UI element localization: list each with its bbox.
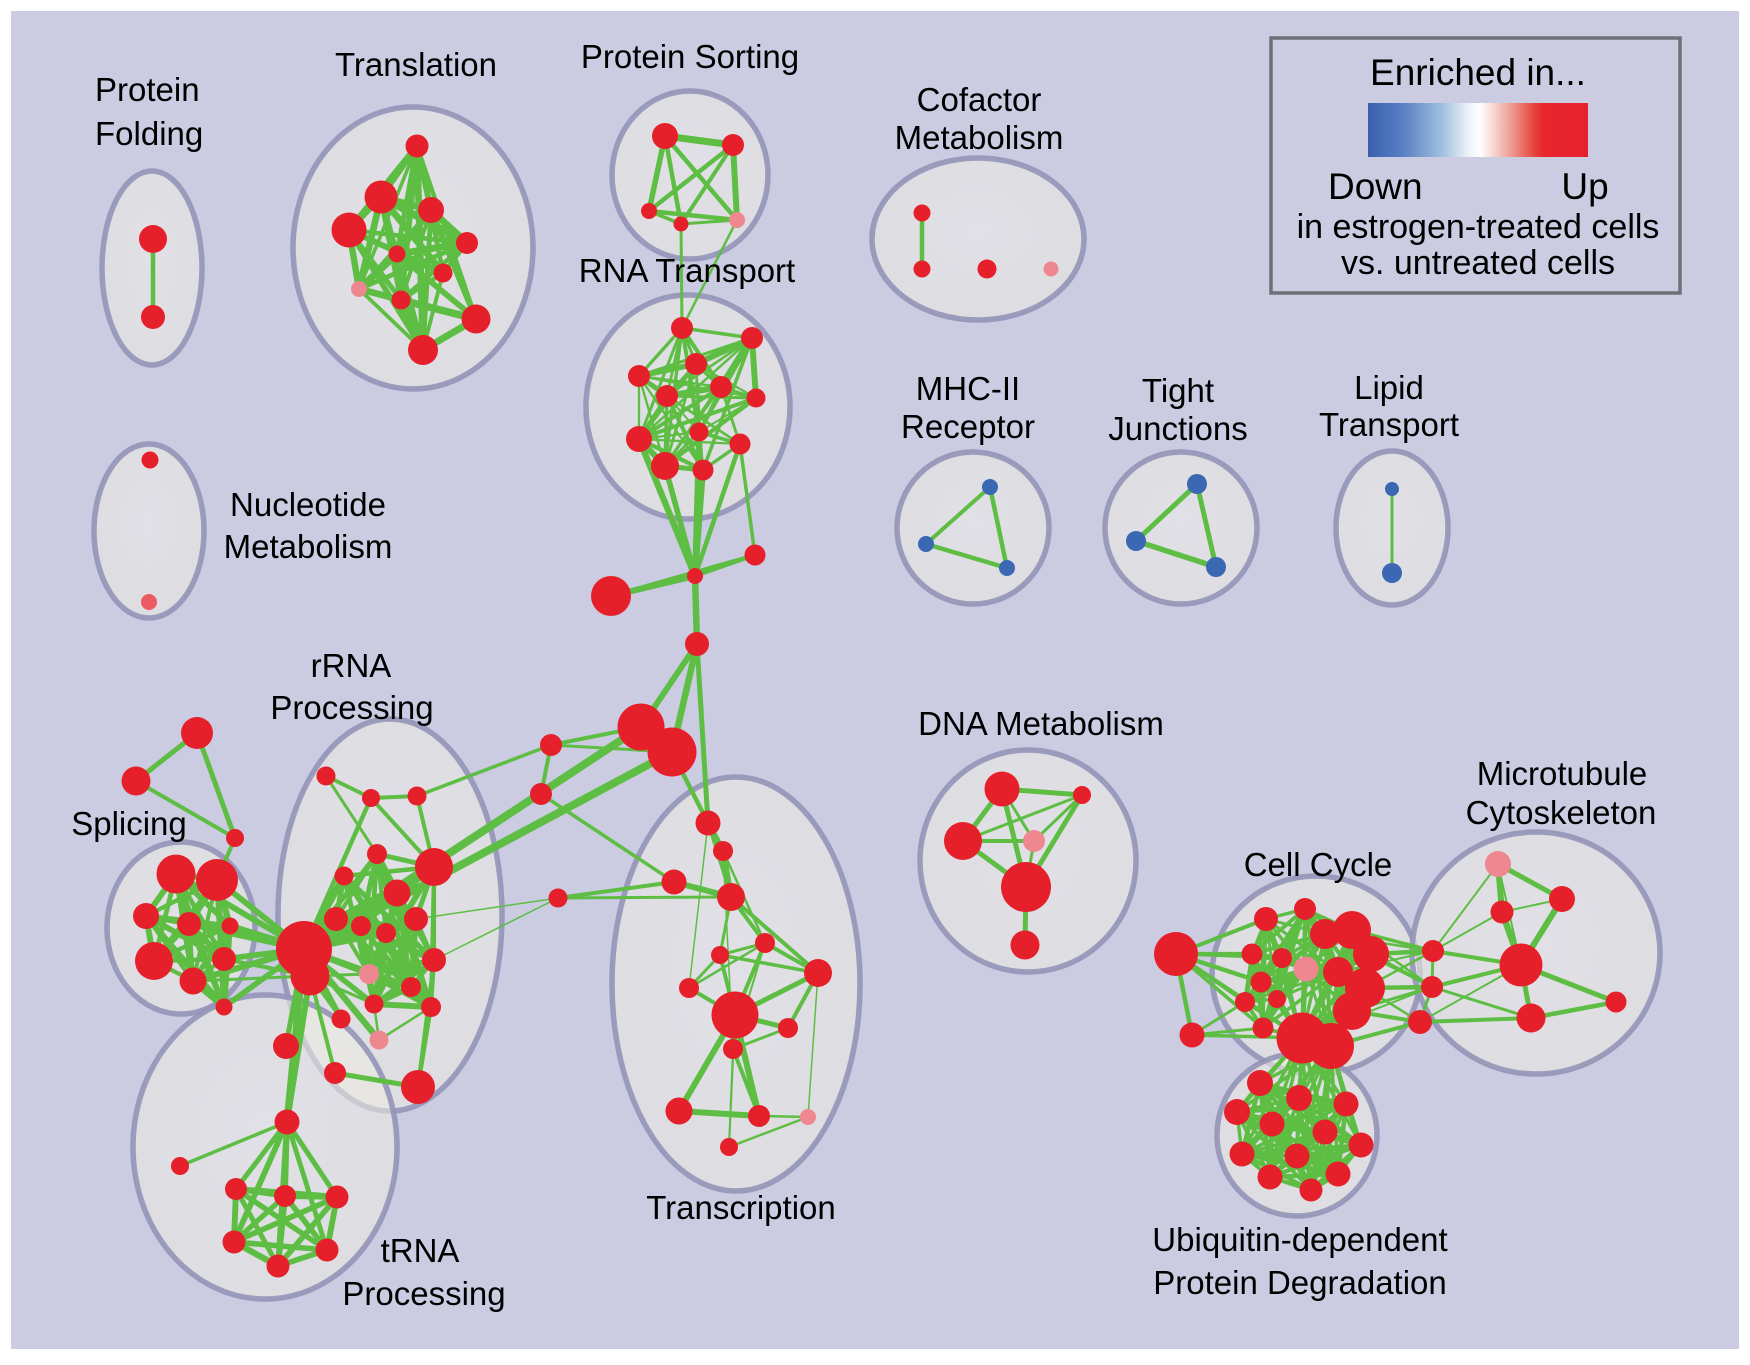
svg-text:Enriched in...: Enriched in... — [1370, 52, 1586, 93]
svg-text:Transcription: Transcription — [646, 1189, 836, 1226]
svg-text:Junctions: Junctions — [1108, 410, 1247, 447]
svg-text:Protein: Protein — [95, 71, 200, 108]
svg-text:Up: Up — [1561, 166, 1608, 207]
svg-text:Transport: Transport — [1319, 406, 1459, 443]
svg-text:Tight: Tight — [1142, 372, 1214, 409]
svg-text:Lipid: Lipid — [1354, 369, 1424, 406]
svg-text:Splicing: Splicing — [71, 805, 187, 842]
svg-text:Folding: Folding — [95, 115, 203, 152]
svg-text:Protein Degradation: Protein Degradation — [1153, 1264, 1447, 1301]
svg-text:Processing: Processing — [270, 689, 433, 726]
svg-text:DNA Metabolism: DNA Metabolism — [918, 705, 1164, 742]
svg-text:Receptor: Receptor — [901, 408, 1035, 445]
svg-text:Processing: Processing — [342, 1275, 505, 1312]
svg-text:in estrogen-treated cells: in estrogen-treated cells — [1297, 208, 1660, 246]
svg-text:tRNA: tRNA — [381, 1232, 460, 1269]
svg-text:Metabolism: Metabolism — [895, 119, 1064, 156]
svg-text:Cofactor: Cofactor — [917, 81, 1042, 118]
svg-text:Cytoskeleton: Cytoskeleton — [1466, 794, 1657, 831]
svg-text:Metabolism: Metabolism — [224, 528, 393, 565]
svg-text:Protein Sorting: Protein Sorting — [581, 38, 799, 75]
svg-text:RNA Transport: RNA Transport — [579, 252, 795, 289]
svg-text:Translation: Translation — [335, 46, 497, 83]
svg-text:Nucleotide: Nucleotide — [230, 486, 386, 523]
svg-text:rRNA: rRNA — [311, 647, 392, 684]
svg-text:vs. untreated cells: vs. untreated cells — [1341, 244, 1615, 282]
svg-text:Microtubule: Microtubule — [1477, 755, 1648, 792]
svg-text:MHC-II: MHC-II — [916, 370, 1020, 407]
svg-text:Cell Cycle: Cell Cycle — [1244, 846, 1393, 883]
svg-text:Ubiquitin-dependent: Ubiquitin-dependent — [1152, 1221, 1447, 1258]
svg-text:Down: Down — [1328, 166, 1423, 207]
